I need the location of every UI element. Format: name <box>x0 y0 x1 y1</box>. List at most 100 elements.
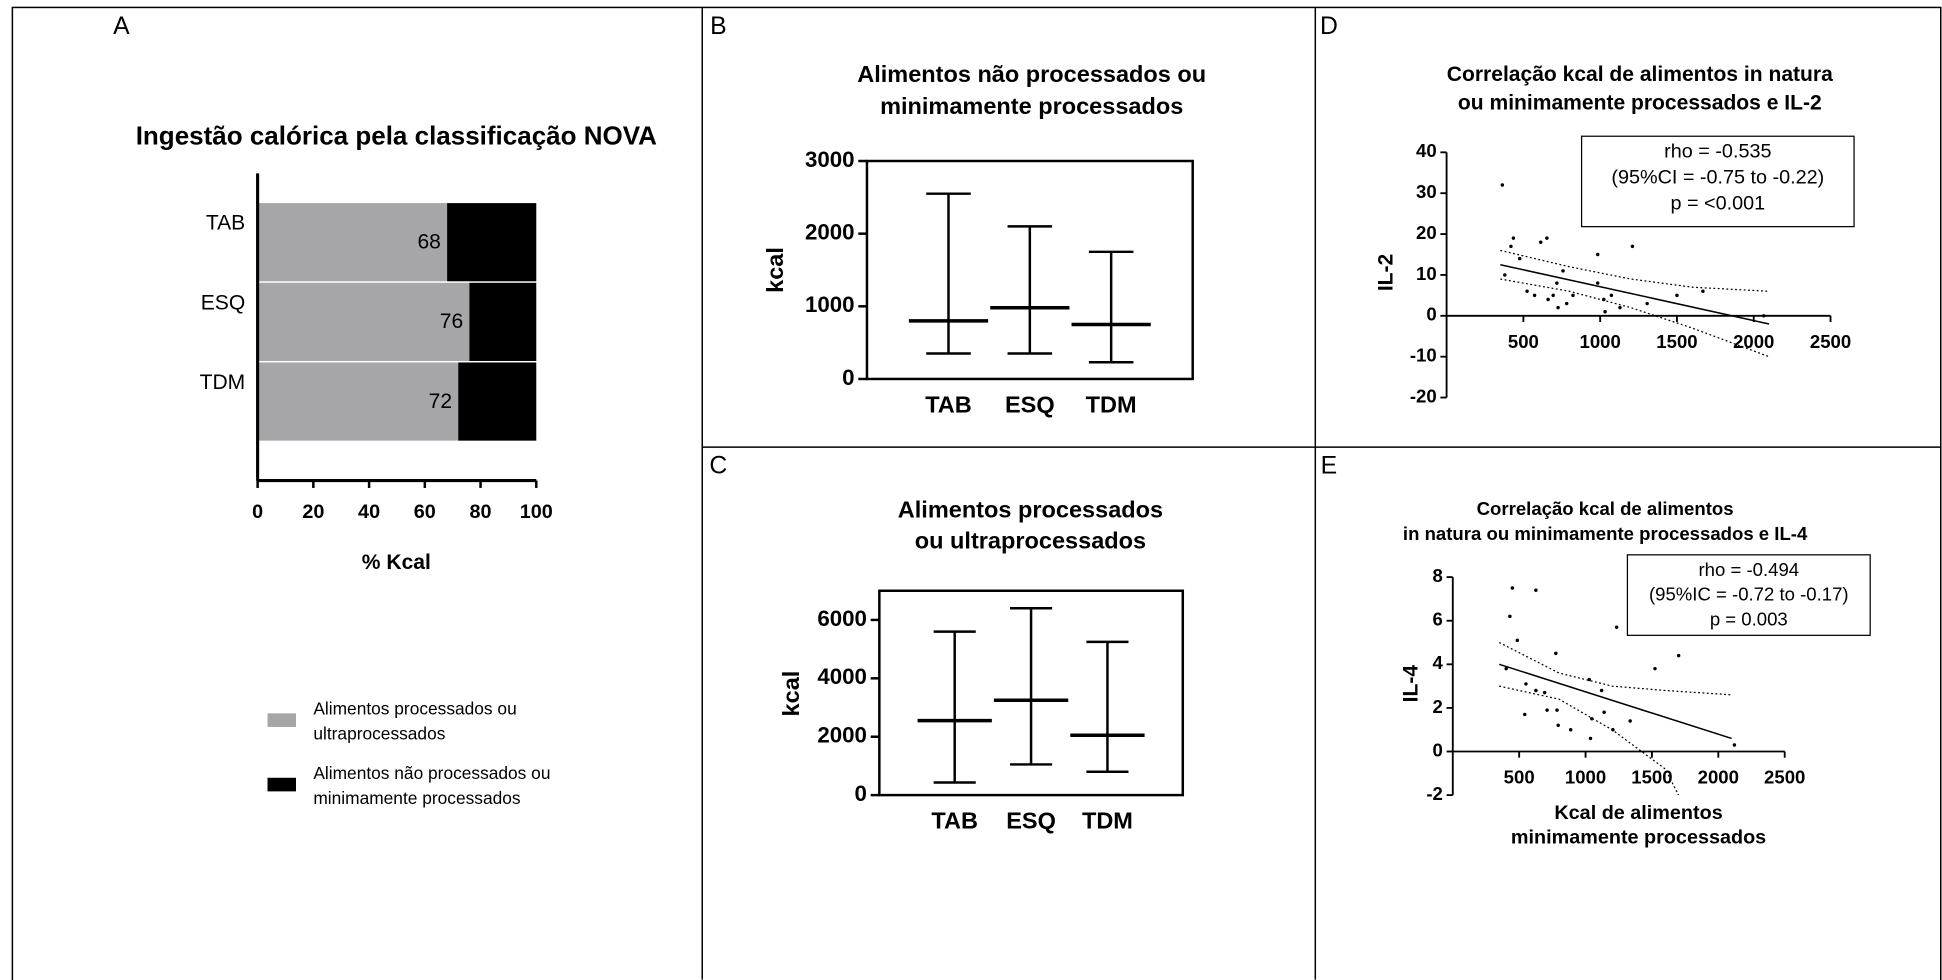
scatter-point <box>1628 719 1632 723</box>
scatter-point <box>1602 710 1606 715</box>
annotation: rho = -0.535 <box>1664 141 1771 163</box>
legend-entry: Alimentos processados ou ultraprocessado… <box>313 698 517 744</box>
scatter-point <box>1561 269 1565 273</box>
chart-title: minimamente processados <box>880 93 1183 119</box>
scatter-point <box>1508 614 1512 619</box>
y-tick-label: TAB <box>206 212 245 235</box>
regression-line <box>1499 663 1732 740</box>
scatter-point <box>1556 723 1560 728</box>
x-tick-label: 500 <box>1508 331 1539 352</box>
x-tick-label: 20 <box>302 501 324 523</box>
scatter-point <box>1511 236 1516 240</box>
scatter-point <box>1500 183 1505 187</box>
panel-letter: A <box>113 13 130 40</box>
scatter-point <box>1555 281 1559 285</box>
panel-letter: B <box>710 13 727 40</box>
scatter-point <box>1517 256 1522 261</box>
y-tick-label: 20 <box>1416 222 1437 243</box>
x-tick-label: 2000 <box>1698 767 1739 788</box>
annotation-box <box>1626 554 1871 636</box>
scatter-point <box>1590 717 1594 721</box>
x-tick-label: 1000 <box>1580 331 1621 352</box>
legend-swatch <box>267 777 297 792</box>
x-tick-label: 2000 <box>1733 331 1774 352</box>
x-tick-label: TDM <box>1086 391 1137 417</box>
y-tick-label: -10 <box>1410 345 1437 366</box>
data-label: 72 <box>429 390 452 413</box>
x-tick-label: 1000 <box>1565 767 1606 788</box>
y-tick-label: 6000 <box>817 606 867 631</box>
y-tick-label: 2 <box>1433 696 1443 717</box>
x-tick-label: 60 <box>414 501 436 523</box>
chart-title: Alimentos processados <box>898 497 1163 523</box>
scatter-point <box>1676 653 1681 658</box>
y-tick-label: -20 <box>1410 385 1437 406</box>
y-tick-label: 8 <box>1433 565 1443 586</box>
scatter-point <box>1588 736 1593 741</box>
scatter-point <box>1603 309 1607 314</box>
scatter-point <box>1504 666 1508 671</box>
scatter-point <box>1524 682 1528 686</box>
x-tick-label: 1500 <box>1631 767 1672 788</box>
scatter-point <box>1599 688 1604 693</box>
legend-entry: Alimentos não processados ou minimamente… <box>313 762 551 808</box>
bar-segment <box>257 282 470 361</box>
panel-letter: D <box>1320 13 1338 40</box>
x-axis-label: minimamente processados <box>1511 827 1766 849</box>
confidence-band <box>1500 249 1770 292</box>
x-tick-label: 1500 <box>1656 331 1697 352</box>
x-axis-label: % Kcal <box>362 551 431 574</box>
chart-title: ou minimamente processados e IL-2 <box>1458 92 1822 115</box>
y-axis-label: kcal <box>762 247 788 293</box>
panel-letter: E <box>1321 452 1338 479</box>
scatter-point <box>1761 314 1766 318</box>
annotation: (95%CI = -0.75 to -0.22) <box>1611 167 1824 189</box>
annotation: p = 0.003 <box>1710 608 1788 629</box>
outer-border <box>11 6 1942 980</box>
scatter-point <box>1554 651 1558 656</box>
y-tick-label: TDM <box>200 371 246 394</box>
y-axis-label: kcal <box>778 671 804 717</box>
panel-letter: C <box>709 452 727 479</box>
legend-label: Alimentos processados ou ultraprocessado… <box>313 698 517 744</box>
x-tick-label: 2500 <box>1764 767 1805 788</box>
y-axis-label: IL-2 <box>1375 254 1398 291</box>
legend-label: Alimentos não processados ou minimamente… <box>313 762 551 808</box>
y-tick-label: 2000 <box>805 220 855 245</box>
scatter-point <box>1532 293 1537 298</box>
chart-title: Correlação kcal de alimentos in natura <box>1447 63 1833 86</box>
y-tick-label: 3000 <box>805 147 855 172</box>
regression-line <box>1500 263 1770 325</box>
scatter-point <box>1556 305 1560 310</box>
y-tick-label: -2 <box>1426 783 1443 804</box>
scatter-point <box>1595 281 1600 285</box>
scatter-point <box>1555 708 1559 712</box>
x-tick-label: TDM <box>1082 808 1133 834</box>
annotation: (95%IC = -0.72 to -0.17) <box>1649 584 1849 605</box>
scatter-point <box>1551 293 1555 298</box>
y-tick-label: 0 <box>842 365 854 390</box>
scatter-point <box>1645 301 1649 306</box>
scatter-point <box>1568 727 1573 732</box>
x-tick-label: 40 <box>358 501 380 523</box>
scatter-point <box>1523 712 1527 717</box>
y-tick-label: 10 <box>1416 263 1437 284</box>
x-tick-label: 80 <box>470 501 492 523</box>
scatter-point <box>1630 244 1635 249</box>
y-tick-label: 4 <box>1433 652 1444 673</box>
scatter-point <box>1587 677 1592 682</box>
scatter-point <box>1542 690 1547 695</box>
scatter-point <box>1675 293 1679 298</box>
chart-title: Correlação kcal de alimentos <box>1477 498 1734 519</box>
confidence-band <box>1498 641 1732 696</box>
x-axis-label: Kcal de alimentos <box>1554 802 1722 824</box>
data-label: 76 <box>440 310 463 333</box>
scatter-point <box>1564 301 1569 306</box>
scatter-point <box>1609 293 1614 298</box>
scatter-point <box>1571 293 1575 298</box>
x-tick-label: 2500 <box>1810 331 1851 352</box>
scatter-point <box>1503 273 1507 277</box>
scatter-point <box>1653 666 1657 671</box>
